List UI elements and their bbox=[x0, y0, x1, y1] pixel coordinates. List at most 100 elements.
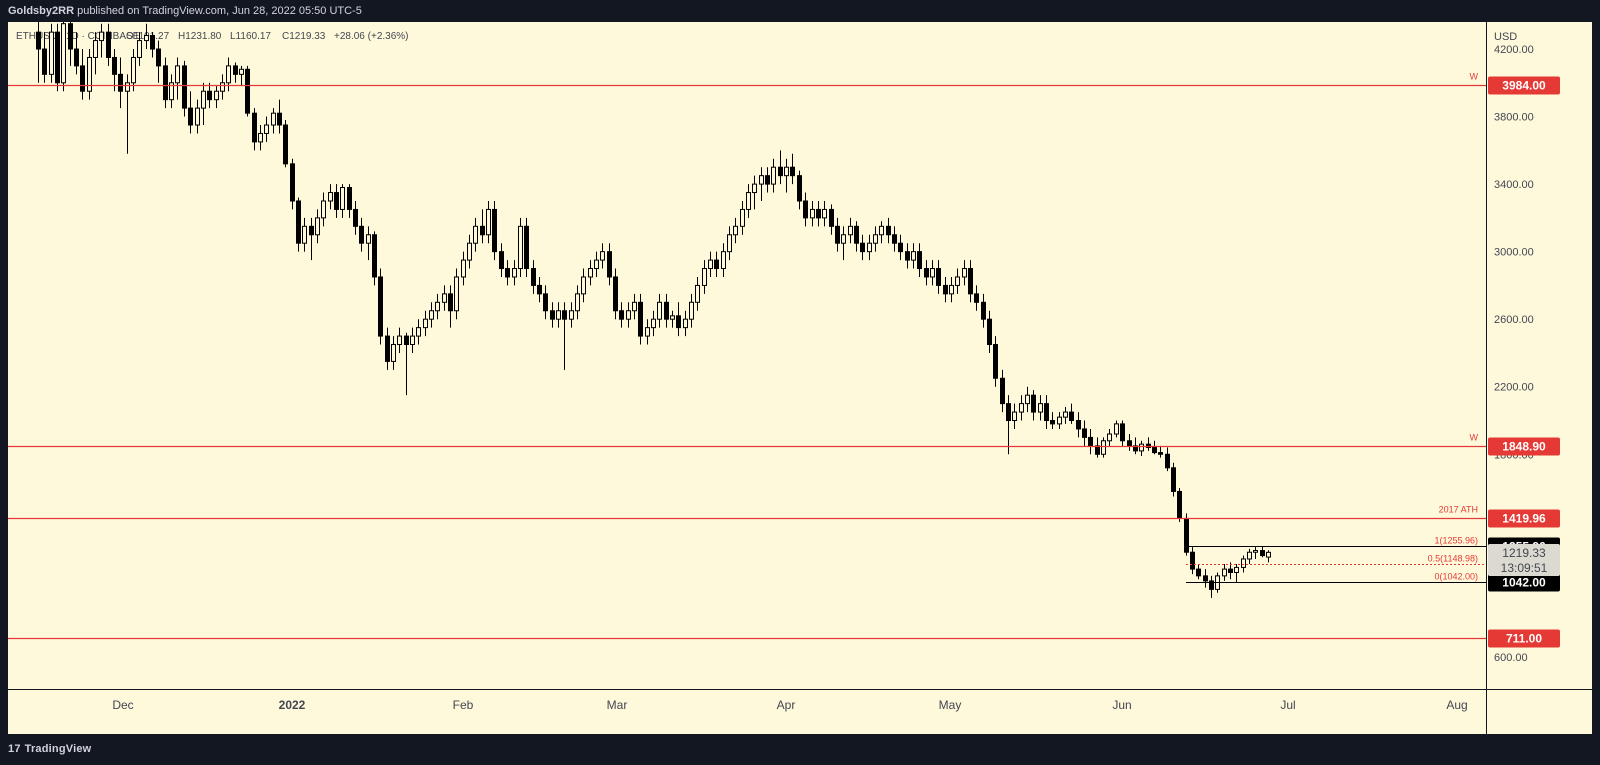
candle[interactable] bbox=[448, 285, 453, 328]
candle[interactable] bbox=[797, 170, 802, 210]
candle[interactable] bbox=[974, 285, 979, 311]
candle[interactable] bbox=[1038, 395, 1043, 421]
candle[interactable] bbox=[575, 285, 580, 320]
candle[interactable] bbox=[118, 57, 123, 109]
candle[interactable] bbox=[645, 319, 650, 345]
candle[interactable] bbox=[626, 302, 631, 328]
candle[interactable] bbox=[911, 243, 916, 269]
candle[interactable] bbox=[531, 260, 536, 294]
candle[interactable] bbox=[1088, 428, 1093, 455]
candle[interactable] bbox=[993, 336, 998, 387]
candle[interactable] bbox=[771, 158, 776, 193]
candle[interactable] bbox=[1031, 390, 1036, 421]
candle[interactable] bbox=[829, 204, 834, 235]
candle[interactable] bbox=[106, 23, 111, 66]
candle[interactable] bbox=[505, 260, 510, 286]
candle[interactable] bbox=[347, 184, 352, 218]
candle[interactable] bbox=[689, 293, 694, 328]
candle[interactable] bbox=[156, 40, 161, 83]
candle[interactable] bbox=[99, 23, 104, 58]
candle[interactable] bbox=[518, 217, 523, 277]
candle[interactable] bbox=[898, 234, 903, 261]
candle[interactable] bbox=[1019, 395, 1024, 421]
candle[interactable] bbox=[702, 260, 707, 294]
candle[interactable] bbox=[683, 310, 688, 337]
candle[interactable] bbox=[588, 260, 593, 286]
candle[interactable] bbox=[752, 175, 757, 210]
candle[interactable] bbox=[277, 99, 282, 134]
candle[interactable] bbox=[810, 200, 815, 227]
candle[interactable] bbox=[867, 234, 872, 261]
candle[interactable] bbox=[61, 15, 66, 92]
candle[interactable] bbox=[410, 327, 415, 353]
candle[interactable] bbox=[1146, 437, 1151, 451]
candle[interactable] bbox=[746, 184, 751, 218]
candle[interactable] bbox=[334, 184, 339, 218]
candle[interactable] bbox=[271, 108, 276, 134]
candle[interactable] bbox=[480, 209, 485, 244]
candle[interactable] bbox=[429, 302, 434, 328]
candle[interactable] bbox=[892, 226, 897, 252]
candle[interactable] bbox=[169, 74, 174, 109]
candle[interactable] bbox=[632, 293, 637, 320]
candle[interactable] bbox=[378, 268, 383, 345]
candle[interactable] bbox=[537, 276, 542, 303]
candle[interactable] bbox=[125, 74, 130, 154]
candle[interactable] bbox=[467, 234, 472, 269]
candle[interactable] bbox=[1266, 550, 1271, 563]
candle[interactable] bbox=[816, 200, 821, 227]
candle[interactable] bbox=[955, 268, 960, 294]
candle[interactable] bbox=[987, 310, 992, 353]
candle[interactable] bbox=[492, 200, 497, 261]
candle[interactable] bbox=[740, 200, 745, 235]
fibonacci-retracement[interactable]: 1(1255.96)1255.960.5(1148.98)0(1042.00)1… bbox=[1186, 536, 1560, 592]
candle[interactable] bbox=[1196, 564, 1201, 580]
candle[interactable] bbox=[207, 82, 212, 109]
candle[interactable] bbox=[638, 293, 643, 345]
candle[interactable] bbox=[175, 57, 180, 100]
candle[interactable] bbox=[708, 251, 713, 277]
candle[interactable] bbox=[949, 276, 954, 303]
candle[interactable] bbox=[759, 167, 764, 201]
candle[interactable] bbox=[1190, 547, 1195, 575]
candle[interactable] bbox=[144, 23, 149, 50]
candle[interactable] bbox=[924, 260, 929, 286]
tradingview-logo[interactable]: 17 TradingView bbox=[8, 743, 91, 755]
candle[interactable] bbox=[68, 15, 73, 66]
candle[interactable] bbox=[1063, 407, 1068, 424]
candle[interactable] bbox=[328, 184, 333, 210]
candle[interactable] bbox=[220, 74, 225, 100]
candle[interactable] bbox=[676, 302, 681, 337]
candle[interactable] bbox=[657, 293, 662, 328]
candle[interactable] bbox=[80, 49, 85, 100]
candle[interactable] bbox=[283, 119, 288, 168]
candle[interactable] bbox=[315, 209, 320, 244]
candle[interactable] bbox=[1114, 420, 1119, 438]
candle[interactable] bbox=[252, 108, 257, 151]
candle[interactable] bbox=[404, 332, 409, 396]
candle[interactable] bbox=[1044, 395, 1049, 429]
candle[interactable] bbox=[569, 302, 574, 328]
candle[interactable] bbox=[1012, 403, 1017, 429]
candle[interactable] bbox=[296, 197, 301, 252]
candle[interactable] bbox=[1101, 437, 1106, 458]
candle[interactable] bbox=[664, 293, 669, 328]
candle[interactable] bbox=[1260, 546, 1265, 558]
candle[interactable] bbox=[1203, 569, 1208, 588]
candle[interactable] bbox=[873, 226, 878, 252]
candle[interactable] bbox=[968, 260, 973, 303]
candle[interactable] bbox=[258, 125, 263, 151]
candle[interactable] bbox=[486, 200, 491, 244]
candle[interactable] bbox=[803, 192, 808, 227]
candle[interactable] bbox=[201, 82, 206, 126]
candle[interactable] bbox=[936, 260, 941, 294]
horizontal-level[interactable]: W 3984.00 bbox=[8, 72, 1560, 95]
candle[interactable] bbox=[1069, 403, 1074, 424]
candle[interactable] bbox=[137, 32, 142, 66]
candle[interactable] bbox=[1247, 548, 1252, 565]
candle[interactable] bbox=[93, 32, 98, 75]
candle[interactable] bbox=[36, 15, 41, 83]
candle[interactable] bbox=[930, 260, 935, 286]
candle[interactable] bbox=[55, 23, 60, 92]
horizontal-level[interactable]: 711.00 bbox=[8, 629, 1560, 648]
